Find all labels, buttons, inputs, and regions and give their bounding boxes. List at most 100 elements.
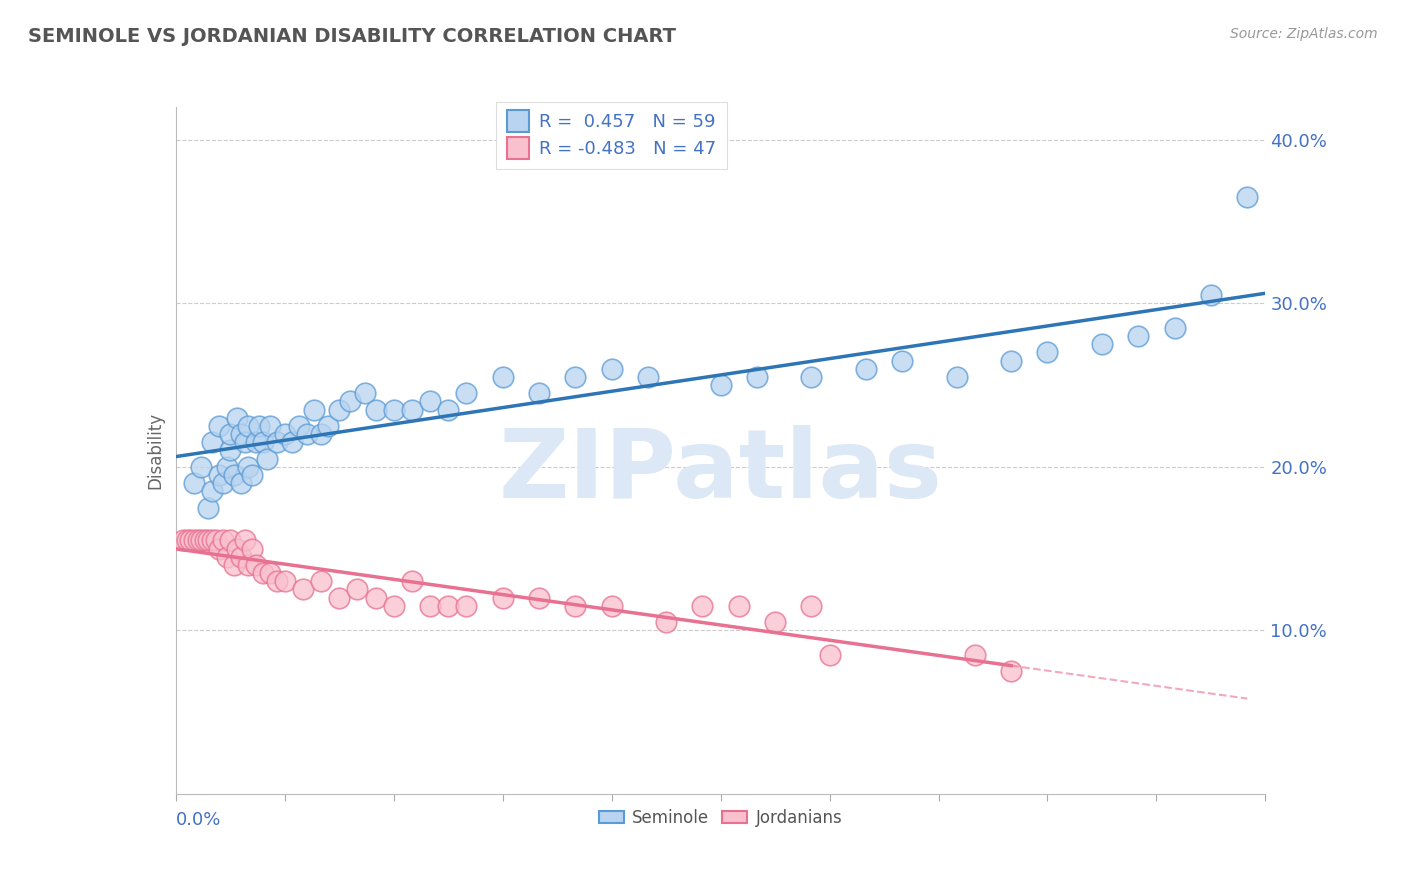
Point bbox=[1199, 288, 1222, 302]
Point bbox=[238, 418, 260, 433]
Point bbox=[655, 615, 678, 630]
Point bbox=[208, 418, 231, 433]
Point bbox=[194, 533, 217, 548]
Point bbox=[208, 467, 231, 482]
Point bbox=[382, 402, 405, 417]
Point bbox=[318, 418, 340, 433]
Point bbox=[727, 599, 749, 613]
Point bbox=[238, 459, 260, 474]
Point bbox=[800, 599, 823, 613]
Point bbox=[252, 435, 274, 450]
Point bbox=[855, 361, 877, 376]
Point bbox=[401, 402, 423, 417]
Point bbox=[710, 378, 733, 392]
Point bbox=[328, 591, 350, 605]
Point bbox=[1236, 190, 1258, 204]
Point bbox=[259, 566, 281, 580]
Point bbox=[492, 591, 515, 605]
Point bbox=[1000, 353, 1022, 368]
Point bbox=[231, 549, 253, 564]
Point bbox=[600, 361, 623, 376]
Point bbox=[291, 582, 314, 597]
Point bbox=[339, 394, 361, 409]
Point bbox=[564, 599, 586, 613]
Point bbox=[1036, 345, 1059, 359]
Point bbox=[240, 467, 263, 482]
Point bbox=[419, 394, 441, 409]
Point bbox=[186, 533, 209, 548]
Point bbox=[212, 476, 235, 491]
Point bbox=[281, 435, 304, 450]
Point bbox=[527, 386, 550, 401]
Point bbox=[266, 435, 288, 450]
Point bbox=[201, 435, 224, 450]
Point bbox=[233, 435, 256, 450]
Point bbox=[183, 476, 205, 491]
Point bbox=[1091, 337, 1114, 351]
Point bbox=[238, 558, 260, 572]
Point bbox=[309, 574, 332, 589]
Point bbox=[692, 599, 714, 613]
Point bbox=[364, 402, 387, 417]
Point bbox=[197, 500, 219, 515]
Point bbox=[945, 369, 967, 384]
Point bbox=[745, 369, 768, 384]
Text: 0.0%: 0.0% bbox=[176, 811, 221, 829]
Point bbox=[456, 386, 478, 401]
Point bbox=[212, 533, 235, 548]
Point bbox=[437, 599, 460, 613]
Text: ZIPatlas: ZIPatlas bbox=[499, 425, 942, 517]
Point bbox=[179, 533, 201, 548]
Point bbox=[266, 574, 288, 589]
Point bbox=[401, 574, 423, 589]
Point bbox=[346, 582, 368, 597]
Text: SEMINOLE VS JORDANIAN DISABILITY CORRELATION CHART: SEMINOLE VS JORDANIAN DISABILITY CORRELA… bbox=[28, 27, 676, 45]
Point bbox=[245, 558, 267, 572]
Point bbox=[295, 427, 318, 442]
Point bbox=[259, 418, 281, 433]
Point bbox=[233, 533, 256, 548]
Point bbox=[226, 541, 249, 556]
Point bbox=[564, 369, 586, 384]
Point bbox=[274, 574, 297, 589]
Point bbox=[527, 591, 550, 605]
Point bbox=[274, 427, 297, 442]
Point bbox=[492, 369, 515, 384]
Point bbox=[226, 410, 249, 425]
Point bbox=[456, 599, 478, 613]
Point bbox=[302, 402, 325, 417]
Point bbox=[382, 599, 405, 613]
Point bbox=[222, 558, 245, 572]
Point bbox=[252, 566, 274, 580]
Point bbox=[963, 648, 986, 662]
Point bbox=[190, 459, 212, 474]
Point bbox=[176, 533, 198, 548]
Point bbox=[247, 418, 270, 433]
Point bbox=[353, 386, 375, 401]
Point bbox=[256, 451, 278, 466]
Point bbox=[419, 599, 441, 613]
Point bbox=[800, 369, 823, 384]
Point bbox=[637, 369, 659, 384]
Text: Source: ZipAtlas.com: Source: ZipAtlas.com bbox=[1230, 27, 1378, 41]
Point bbox=[231, 427, 253, 442]
Point bbox=[219, 533, 242, 548]
Point bbox=[222, 467, 245, 482]
Point bbox=[1000, 664, 1022, 679]
Point bbox=[190, 533, 212, 548]
Point bbox=[245, 435, 267, 450]
Point bbox=[309, 427, 332, 442]
Point bbox=[215, 459, 238, 474]
Point bbox=[219, 427, 242, 442]
Y-axis label: Disability: Disability bbox=[146, 412, 165, 489]
Point bbox=[204, 533, 226, 548]
Point bbox=[201, 484, 224, 499]
Point bbox=[437, 402, 460, 417]
Legend: Seminole, Jordanians: Seminole, Jordanians bbox=[592, 802, 849, 834]
Point bbox=[197, 533, 219, 548]
Point bbox=[215, 549, 238, 564]
Point bbox=[288, 418, 311, 433]
Point bbox=[240, 541, 263, 556]
Point bbox=[172, 533, 194, 548]
Point bbox=[231, 476, 253, 491]
